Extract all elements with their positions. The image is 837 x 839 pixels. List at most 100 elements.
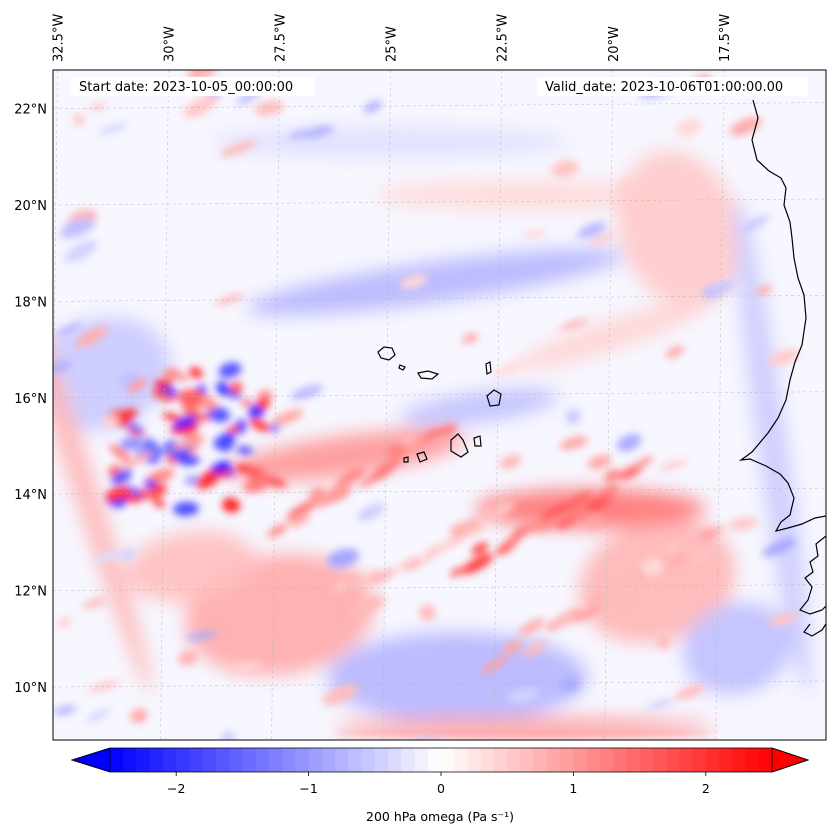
omega-detail-cell <box>577 222 607 239</box>
omega-detail-cell <box>290 514 311 528</box>
omega-detail-cell <box>267 523 288 538</box>
colorbar-step <box>507 748 521 772</box>
colorbar-step <box>282 748 296 772</box>
omega-soft-region <box>53 198 152 694</box>
lon-tick-label: 25°W <box>385 26 400 62</box>
omega-detail-cell <box>56 617 72 628</box>
lon-tick-label: 20°W <box>607 26 622 62</box>
omega-detail-cell <box>632 455 654 470</box>
island-boa-vista <box>486 389 502 407</box>
omega-detail-cell <box>400 432 416 447</box>
omega-detail-cell <box>147 483 167 500</box>
omega-detail-cell <box>241 398 253 408</box>
omega-detail-cell <box>322 684 359 706</box>
colorbar-step <box>176 748 190 772</box>
omega-detail-cell <box>53 705 77 716</box>
omega-detail-cell <box>288 130 310 140</box>
colorbar-step <box>202 748 217 772</box>
omega-detail-cell <box>767 613 799 626</box>
colorbar-step <box>679 748 694 772</box>
omega-detail-cell <box>559 319 589 331</box>
colorbar-extend-max <box>771 747 810 773</box>
omega-detail-cell <box>89 103 107 111</box>
omega-detail-cell <box>550 160 579 177</box>
parallel-line <box>53 680 826 688</box>
omega-detail-cell <box>587 454 612 470</box>
omega-detail-cell <box>461 553 494 575</box>
lat-tick-label: 20°N <box>14 199 47 214</box>
omega-detail-cell <box>126 485 143 498</box>
omega-detail-cell <box>126 421 144 433</box>
omega-detail-cell <box>165 440 190 462</box>
colorbar-step <box>215 748 230 772</box>
colorbar-step <box>480 748 495 772</box>
omega-detail-cell <box>538 516 561 531</box>
map-plot-area <box>53 70 826 740</box>
omega-detail-cell <box>619 178 638 196</box>
colorbar-extend-min <box>70 747 111 773</box>
omega-detail-cell <box>711 280 735 294</box>
colorbar-step <box>560 748 574 772</box>
colorbar-step <box>626 748 641 772</box>
meridian-line <box>715 70 725 740</box>
omega-detail-cell <box>664 541 681 553</box>
omega-detail-cell <box>423 427 443 441</box>
omega-detail-cell <box>755 285 772 296</box>
omega-detail-cell <box>522 230 547 239</box>
omega-soft-region <box>210 127 571 158</box>
omega-detail-cell <box>558 607 581 622</box>
omega-detail-cell <box>588 231 617 247</box>
omega-detail-cell <box>611 594 630 608</box>
omega-detail-cell <box>559 436 589 450</box>
omega-detail-cell <box>152 499 166 508</box>
omega-detail-cell <box>400 274 428 290</box>
colorbar-step <box>123 748 137 772</box>
lat-tick-label: 18°N <box>14 295 47 310</box>
omega-detail-cell <box>227 426 241 433</box>
colorbar-step <box>308 748 323 772</box>
omega-soft-region <box>373 180 674 211</box>
latitude-tick-labels: 22°N 20°N 18°N 16°N 14°N 12°N 10°N <box>14 103 47 696</box>
omega-detail-cell <box>419 604 436 621</box>
lat-tick-label: 14°N <box>14 488 47 503</box>
omega-detail-cell <box>767 349 801 366</box>
omega-detail-cell <box>130 708 148 723</box>
valid-date-label: Valid_date: 2023-10-06T01:00:00.00 <box>545 80 783 95</box>
omega-detail-cell <box>353 721 370 731</box>
omega-detail-cell <box>586 493 613 512</box>
omega-detail-cell <box>522 640 548 657</box>
omega-detail-cell <box>728 516 758 531</box>
colorbar-step <box>335 748 349 772</box>
parallel-line <box>53 487 826 495</box>
island-brava <box>403 456 409 463</box>
omega-detail-cell <box>372 568 397 584</box>
omega-detail-cell <box>219 387 242 399</box>
colorbar-step <box>149 748 164 772</box>
parallel-line <box>53 295 826 302</box>
omega-detail-cell <box>162 413 182 421</box>
omega-soft-region <box>617 150 742 308</box>
omega-detail-cell <box>59 218 95 239</box>
omega-detail-cell <box>226 661 262 675</box>
meridian-line <box>493 70 502 740</box>
omega-detail-cell <box>189 366 203 379</box>
omega-detail-cell <box>173 415 198 430</box>
colorbar-tick-label: 0 <box>437 781 445 796</box>
colorbar-step <box>110 748 124 772</box>
omega-detail-cell <box>357 503 386 522</box>
omega-detail-cell <box>301 125 335 139</box>
valid-date-annotation: Valid_date: 2023-10-06T01:00:00.00 <box>537 77 808 96</box>
colorbar-tick-label: −2 <box>167 781 185 796</box>
omega-detail-cell <box>729 116 763 136</box>
colorbar-step <box>136 748 151 772</box>
coastline-guinea-bissau <box>799 535 826 637</box>
omega-detail-cell <box>218 362 242 379</box>
colorbar-step <box>348 748 363 772</box>
omega-detail-cell <box>507 687 540 704</box>
omega-detail-cell <box>479 498 511 519</box>
omega-field-detail <box>53 70 801 740</box>
lon-tick-label: 27.5°W <box>274 14 289 62</box>
omega-detail-cell <box>178 650 199 666</box>
omega-detail-cell <box>647 698 675 710</box>
colorbar-step <box>493 748 508 772</box>
